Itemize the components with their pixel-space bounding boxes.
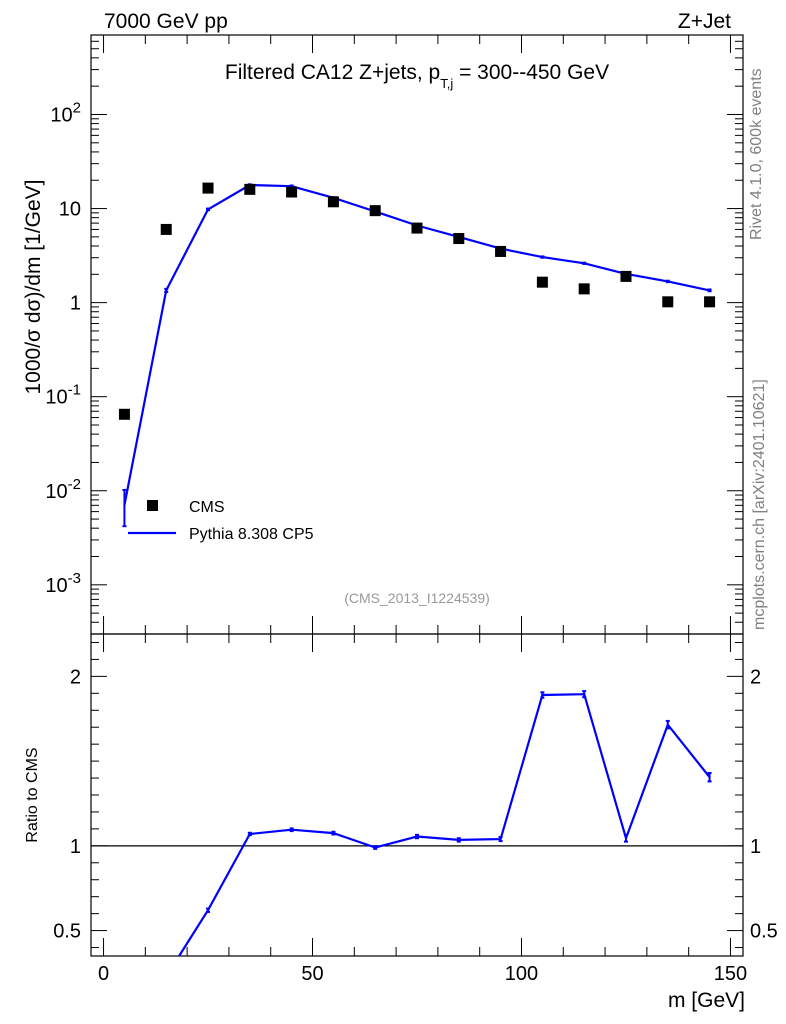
site-label: mcplots.cern.ch [arXiv:2401.10621] <box>751 379 768 630</box>
xtick-labels: 0 50 100 150 <box>98 963 747 985</box>
data-point <box>286 186 298 198</box>
ratio-ylabel: Ratio to CMS <box>24 747 41 842</box>
data-point <box>369 205 381 217</box>
ratio-frame <box>90 633 744 957</box>
data-points <box>118 182 716 420</box>
xtick-label: 50 <box>301 963 323 985</box>
data-point <box>202 182 214 194</box>
ratio-ytick-label: 0.5 <box>53 921 81 943</box>
energy-label: 7000 GeV pp <box>104 10 228 33</box>
ytick-label: 10-3 <box>45 570 81 597</box>
xtick-label: 100 <box>505 963 538 985</box>
ytick-label: 10 <box>59 199 81 221</box>
process-label: Z+Jet <box>678 10 731 33</box>
legend-mc-label: Pythia 8.308 CP5 <box>189 526 314 543</box>
data-point <box>704 296 716 308</box>
ratio-ytick-label: 1 <box>70 836 81 858</box>
analysis-label: (CMS_2013_I1224539) <box>344 590 490 606</box>
data-point <box>411 222 423 234</box>
ytick-label: 1 <box>70 293 81 315</box>
legend-cms-label: CMS <box>189 499 225 516</box>
main-frame <box>90 34 744 635</box>
data-point <box>620 270 632 282</box>
data-point <box>327 196 339 208</box>
main-title-text: Filtered CA12 Z+jets, p <box>225 61 440 84</box>
legend: CMS Pythia 8.308 CP5 <box>128 499 314 543</box>
ratio-ytick-label-right: 1 <box>750 836 761 858</box>
main-panel: 10-3 10-2 10-1 1 10 102 Filtered CA12 Z+jets,… <box>22 34 744 635</box>
data-point <box>244 183 256 195</box>
data-point <box>160 223 172 235</box>
ratio-ytick-labels: 0.5 0.5 1 1 2 2 <box>53 666 778 942</box>
main-title: Filtered CA12 Z+jets, pT,j = 300--450 Ge… <box>225 61 609 91</box>
main-ytick-labels: 10-3 10-2 10-1 1 10 102 <box>45 99 81 596</box>
data-point <box>536 276 548 288</box>
legend-cms-marker <box>147 500 158 511</box>
ratio-series-line <box>178 693 711 957</box>
data-point <box>662 296 674 308</box>
ratio-ytick-label-right: 0.5 <box>750 921 778 943</box>
main-ylabel: 1000/σ dσ)/dm [1/GeV] <box>22 179 45 394</box>
ratio-ytick-label-right: 2 <box>750 666 761 688</box>
rivet-label: Rivet 4.1.0, 600k events <box>748 68 765 240</box>
ratio-panel: 0.5 0.5 1 1 2 2 0 50 100 150 Ratio to CMS m [GeV… <box>24 633 778 1012</box>
data-point <box>578 283 590 295</box>
ytick-label: 102 <box>50 99 81 126</box>
main-title-rest: = 300--450 GeV <box>453 61 609 84</box>
xtick-label: 0 <box>98 963 109 985</box>
ytick-label: 10-1 <box>45 382 81 409</box>
ratio-ytick-label: 2 <box>70 666 81 688</box>
x-axis-label: m [GeV] <box>668 989 745 1012</box>
data-point <box>453 233 465 245</box>
ytick-label: 10-2 <box>45 476 81 503</box>
main-ticks <box>91 34 743 635</box>
data-point <box>495 245 507 257</box>
main-title-subscript: T,j <box>440 76 453 91</box>
xtick-label: 150 <box>714 963 747 985</box>
ratio-error-bars <box>206 690 712 913</box>
mc-error-bars <box>122 183 712 528</box>
ratio-ticks <box>91 634 743 956</box>
data-point <box>118 408 130 420</box>
